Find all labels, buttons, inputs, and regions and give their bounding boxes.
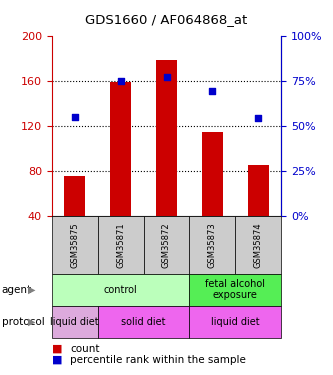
Point [256, 116, 261, 122]
Text: ▶: ▶ [28, 285, 35, 295]
Text: GSM35872: GSM35872 [162, 222, 171, 267]
Text: percentile rank within the sample: percentile rank within the sample [70, 355, 246, 365]
Text: fetal alcohol
exposure: fetal alcohol exposure [205, 279, 265, 300]
Text: GSM35874: GSM35874 [254, 222, 263, 267]
Text: liquid diet: liquid diet [50, 316, 99, 327]
Text: ■: ■ [52, 344, 62, 354]
Text: liquid diet: liquid diet [211, 316, 260, 327]
Bar [110, 82, 131, 216]
Bar [64, 176, 85, 216]
Text: solid diet: solid diet [121, 316, 166, 327]
Point [164, 74, 169, 80]
Text: ▶: ▶ [28, 316, 35, 327]
Bar [156, 60, 177, 216]
Text: ■: ■ [52, 355, 62, 365]
Text: GSM35871: GSM35871 [116, 222, 125, 267]
Text: GSM35873: GSM35873 [208, 222, 217, 268]
Text: count: count [70, 344, 100, 354]
Text: GSM35875: GSM35875 [70, 222, 79, 267]
Bar [202, 132, 223, 216]
Text: agent: agent [2, 285, 32, 295]
Point [118, 78, 123, 84]
Point [210, 88, 215, 94]
Point [72, 114, 77, 120]
Text: control: control [104, 285, 138, 295]
Text: protocol: protocol [2, 316, 44, 327]
Text: GDS1660 / AF064868_at: GDS1660 / AF064868_at [85, 13, 248, 26]
Bar [248, 165, 269, 216]
